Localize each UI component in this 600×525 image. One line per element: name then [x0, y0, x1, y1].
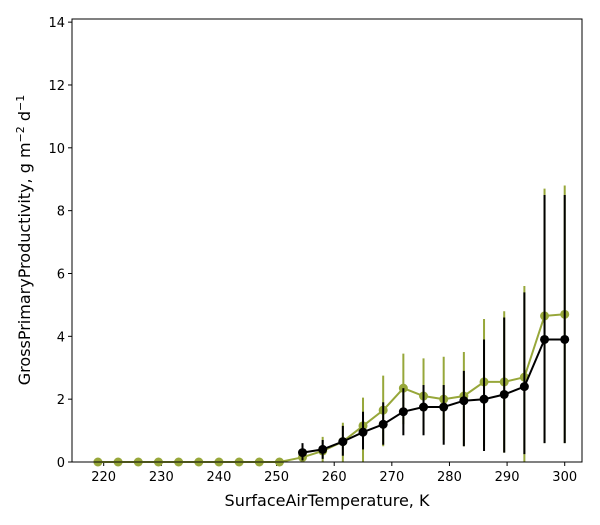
data-point-black — [298, 448, 308, 458]
data-point-black — [439, 402, 449, 412]
data-point-black — [560, 334, 570, 344]
y-tick-label: 10 — [48, 142, 65, 157]
x-tick-label: 290 — [495, 470, 520, 485]
series-black — [298, 194, 570, 461]
x-tick-label: 260 — [322, 470, 347, 485]
x-tick-label: 240 — [207, 470, 232, 485]
axis-ticks: 220 230 240 250 260 270 280 290 300 0 2 4 6 8 10 12 14 — [48, 16, 577, 485]
series-layer — [93, 185, 570, 467]
plot-frame — [71, 18, 583, 463]
data-point-black — [398, 407, 408, 417]
data-point-black — [479, 394, 489, 404]
x-axis-label: SurfaceAirTemperature, K — [225, 491, 430, 510]
y-tick-label: 6 — [57, 267, 65, 282]
x-tick-label: 250 — [264, 470, 289, 485]
y-tick-label: 14 — [48, 16, 65, 31]
data-point-black — [499, 389, 509, 399]
plot-background — [72, 19, 582, 462]
data-point-black — [318, 444, 328, 454]
data-point-black — [338, 437, 348, 447]
x-tick-label: 300 — [552, 470, 577, 485]
y-tick-label: 8 — [57, 205, 65, 220]
data-point-black — [358, 427, 368, 437]
x-tick-label: 280 — [437, 470, 462, 485]
y-tick-label: 12 — [48, 79, 65, 94]
x-tick-label: 270 — [379, 470, 404, 485]
y-tick-label: 4 — [57, 330, 65, 345]
x-tick-label: 230 — [149, 470, 174, 485]
data-point-black — [459, 396, 469, 406]
x-tick-label: 220 — [91, 470, 116, 485]
y-tick-label: 2 — [57, 393, 65, 408]
y-tick-label: 0 — [57, 456, 65, 471]
data-point-black — [540, 334, 550, 344]
data-point-black — [378, 419, 388, 429]
data-point-black — [419, 402, 429, 412]
data-point-black — [519, 382, 529, 392]
y-axis-label: GrossPrimaryProductivity, g m−2 d−1 — [14, 95, 34, 385]
